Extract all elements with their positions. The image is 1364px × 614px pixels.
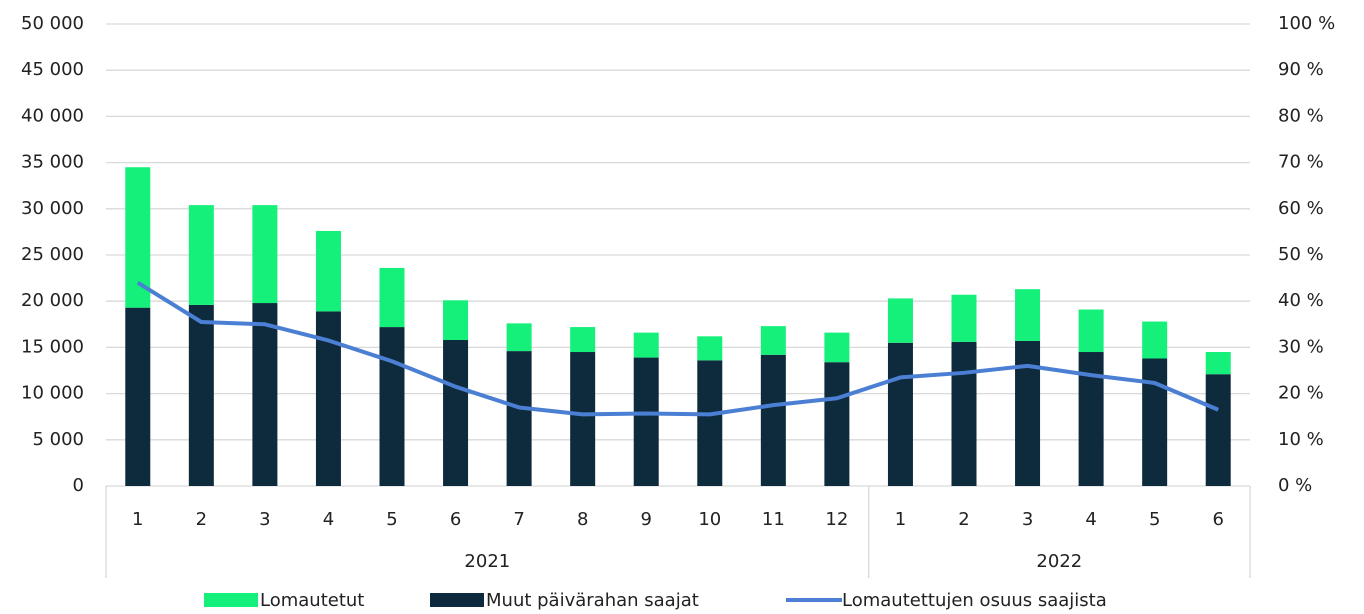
bar bbox=[951, 341, 977, 486]
y2-tick-label: 20 % bbox=[1278, 383, 1324, 404]
y-tick-label: 40 000 bbox=[21, 105, 84, 126]
legend-swatch bbox=[430, 593, 484, 607]
y-tick-label: 15 000 bbox=[21, 336, 84, 357]
bar bbox=[1142, 321, 1168, 359]
x-tick-label: 1 bbox=[895, 509, 906, 530]
bar bbox=[824, 362, 850, 486]
bar bbox=[188, 304, 214, 486]
bar bbox=[760, 354, 786, 486]
y2-tick-label: 30 % bbox=[1278, 336, 1324, 357]
y2-tick-label: 0 % bbox=[1278, 475, 1312, 496]
bar bbox=[379, 327, 405, 486]
bar bbox=[315, 230, 341, 312]
y-tick-label: 50 000 bbox=[21, 13, 84, 34]
x-tick-label: 3 bbox=[1022, 509, 1033, 530]
bar bbox=[951, 294, 977, 342]
y-tick-label: 5 000 bbox=[32, 429, 84, 450]
x-tick-label: 3 bbox=[259, 509, 270, 530]
legend-label: Lomautettujen osuus saajista bbox=[842, 590, 1107, 611]
bar bbox=[379, 267, 405, 328]
x-tick-label: 10 bbox=[698, 509, 721, 530]
bar bbox=[125, 307, 151, 486]
legend-swatch bbox=[204, 593, 258, 607]
bar bbox=[697, 360, 723, 486]
bar bbox=[252, 205, 278, 304]
bar bbox=[697, 336, 723, 361]
y-tick-label: 35 000 bbox=[21, 152, 84, 173]
bar bbox=[633, 357, 659, 486]
x-tick-label: 5 bbox=[1149, 509, 1160, 530]
x-group-label: 2022 bbox=[1036, 551, 1082, 572]
bar bbox=[824, 332, 850, 363]
bar bbox=[252, 303, 278, 486]
bar bbox=[506, 351, 532, 486]
x-tick-label: 1 bbox=[132, 509, 143, 530]
bar bbox=[760, 326, 786, 355]
bar bbox=[570, 327, 596, 353]
y2-tick-label: 50 % bbox=[1278, 244, 1324, 265]
legend-label: Lomautetut bbox=[260, 590, 364, 611]
y-tick-label: 10 000 bbox=[21, 383, 84, 404]
bar bbox=[443, 340, 469, 486]
y2-tick-label: 10 % bbox=[1278, 429, 1324, 450]
x-group-label: 2021 bbox=[464, 551, 510, 572]
x-tick-label: 6 bbox=[1212, 509, 1223, 530]
bar bbox=[887, 342, 913, 486]
x-tick-label: 2 bbox=[958, 509, 969, 530]
y2-tick-label: 90 % bbox=[1278, 59, 1324, 80]
line bbox=[136, 281, 1219, 417]
bar bbox=[1205, 374, 1231, 486]
y-tick-label: 0 bbox=[73, 475, 84, 496]
x-tick-label: 4 bbox=[323, 509, 334, 530]
x-tick-label: 9 bbox=[640, 509, 651, 530]
bar bbox=[633, 332, 659, 358]
bar bbox=[1078, 309, 1104, 353]
x-tick-label: 2 bbox=[196, 509, 207, 530]
bar bbox=[1015, 289, 1041, 341]
x-tick-label: 8 bbox=[577, 509, 588, 530]
y2-tick-label: 60 % bbox=[1278, 198, 1324, 219]
y2-tick-label: 70 % bbox=[1278, 152, 1324, 173]
y-tick-label: 25 000 bbox=[21, 244, 84, 265]
y-tick-label: 45 000 bbox=[21, 59, 84, 80]
x-tick-label: 4 bbox=[1085, 509, 1096, 530]
bar bbox=[887, 298, 913, 343]
y-tick-label: 30 000 bbox=[21, 198, 84, 219]
bar bbox=[1015, 340, 1041, 486]
bar bbox=[506, 323, 532, 352]
x-tick-label: 6 bbox=[450, 509, 461, 530]
y-tick-label: 20 000 bbox=[21, 290, 84, 311]
x-tick-label: 5 bbox=[386, 509, 397, 530]
y2-tick-label: 100 % bbox=[1278, 13, 1335, 34]
legend-label: Muut päivärahan saajat bbox=[486, 590, 699, 611]
y2-tick-label: 80 % bbox=[1278, 105, 1324, 126]
x-tick-label: 11 bbox=[762, 509, 785, 530]
y2-tick-label: 40 % bbox=[1278, 290, 1324, 311]
x-tick-label: 12 bbox=[825, 509, 848, 530]
bar bbox=[570, 352, 596, 486]
bar bbox=[443, 300, 469, 341]
x-tick-label: 7 bbox=[513, 509, 524, 530]
bar bbox=[188, 205, 214, 305]
bar bbox=[1205, 352, 1231, 375]
bar bbox=[1142, 358, 1168, 486]
